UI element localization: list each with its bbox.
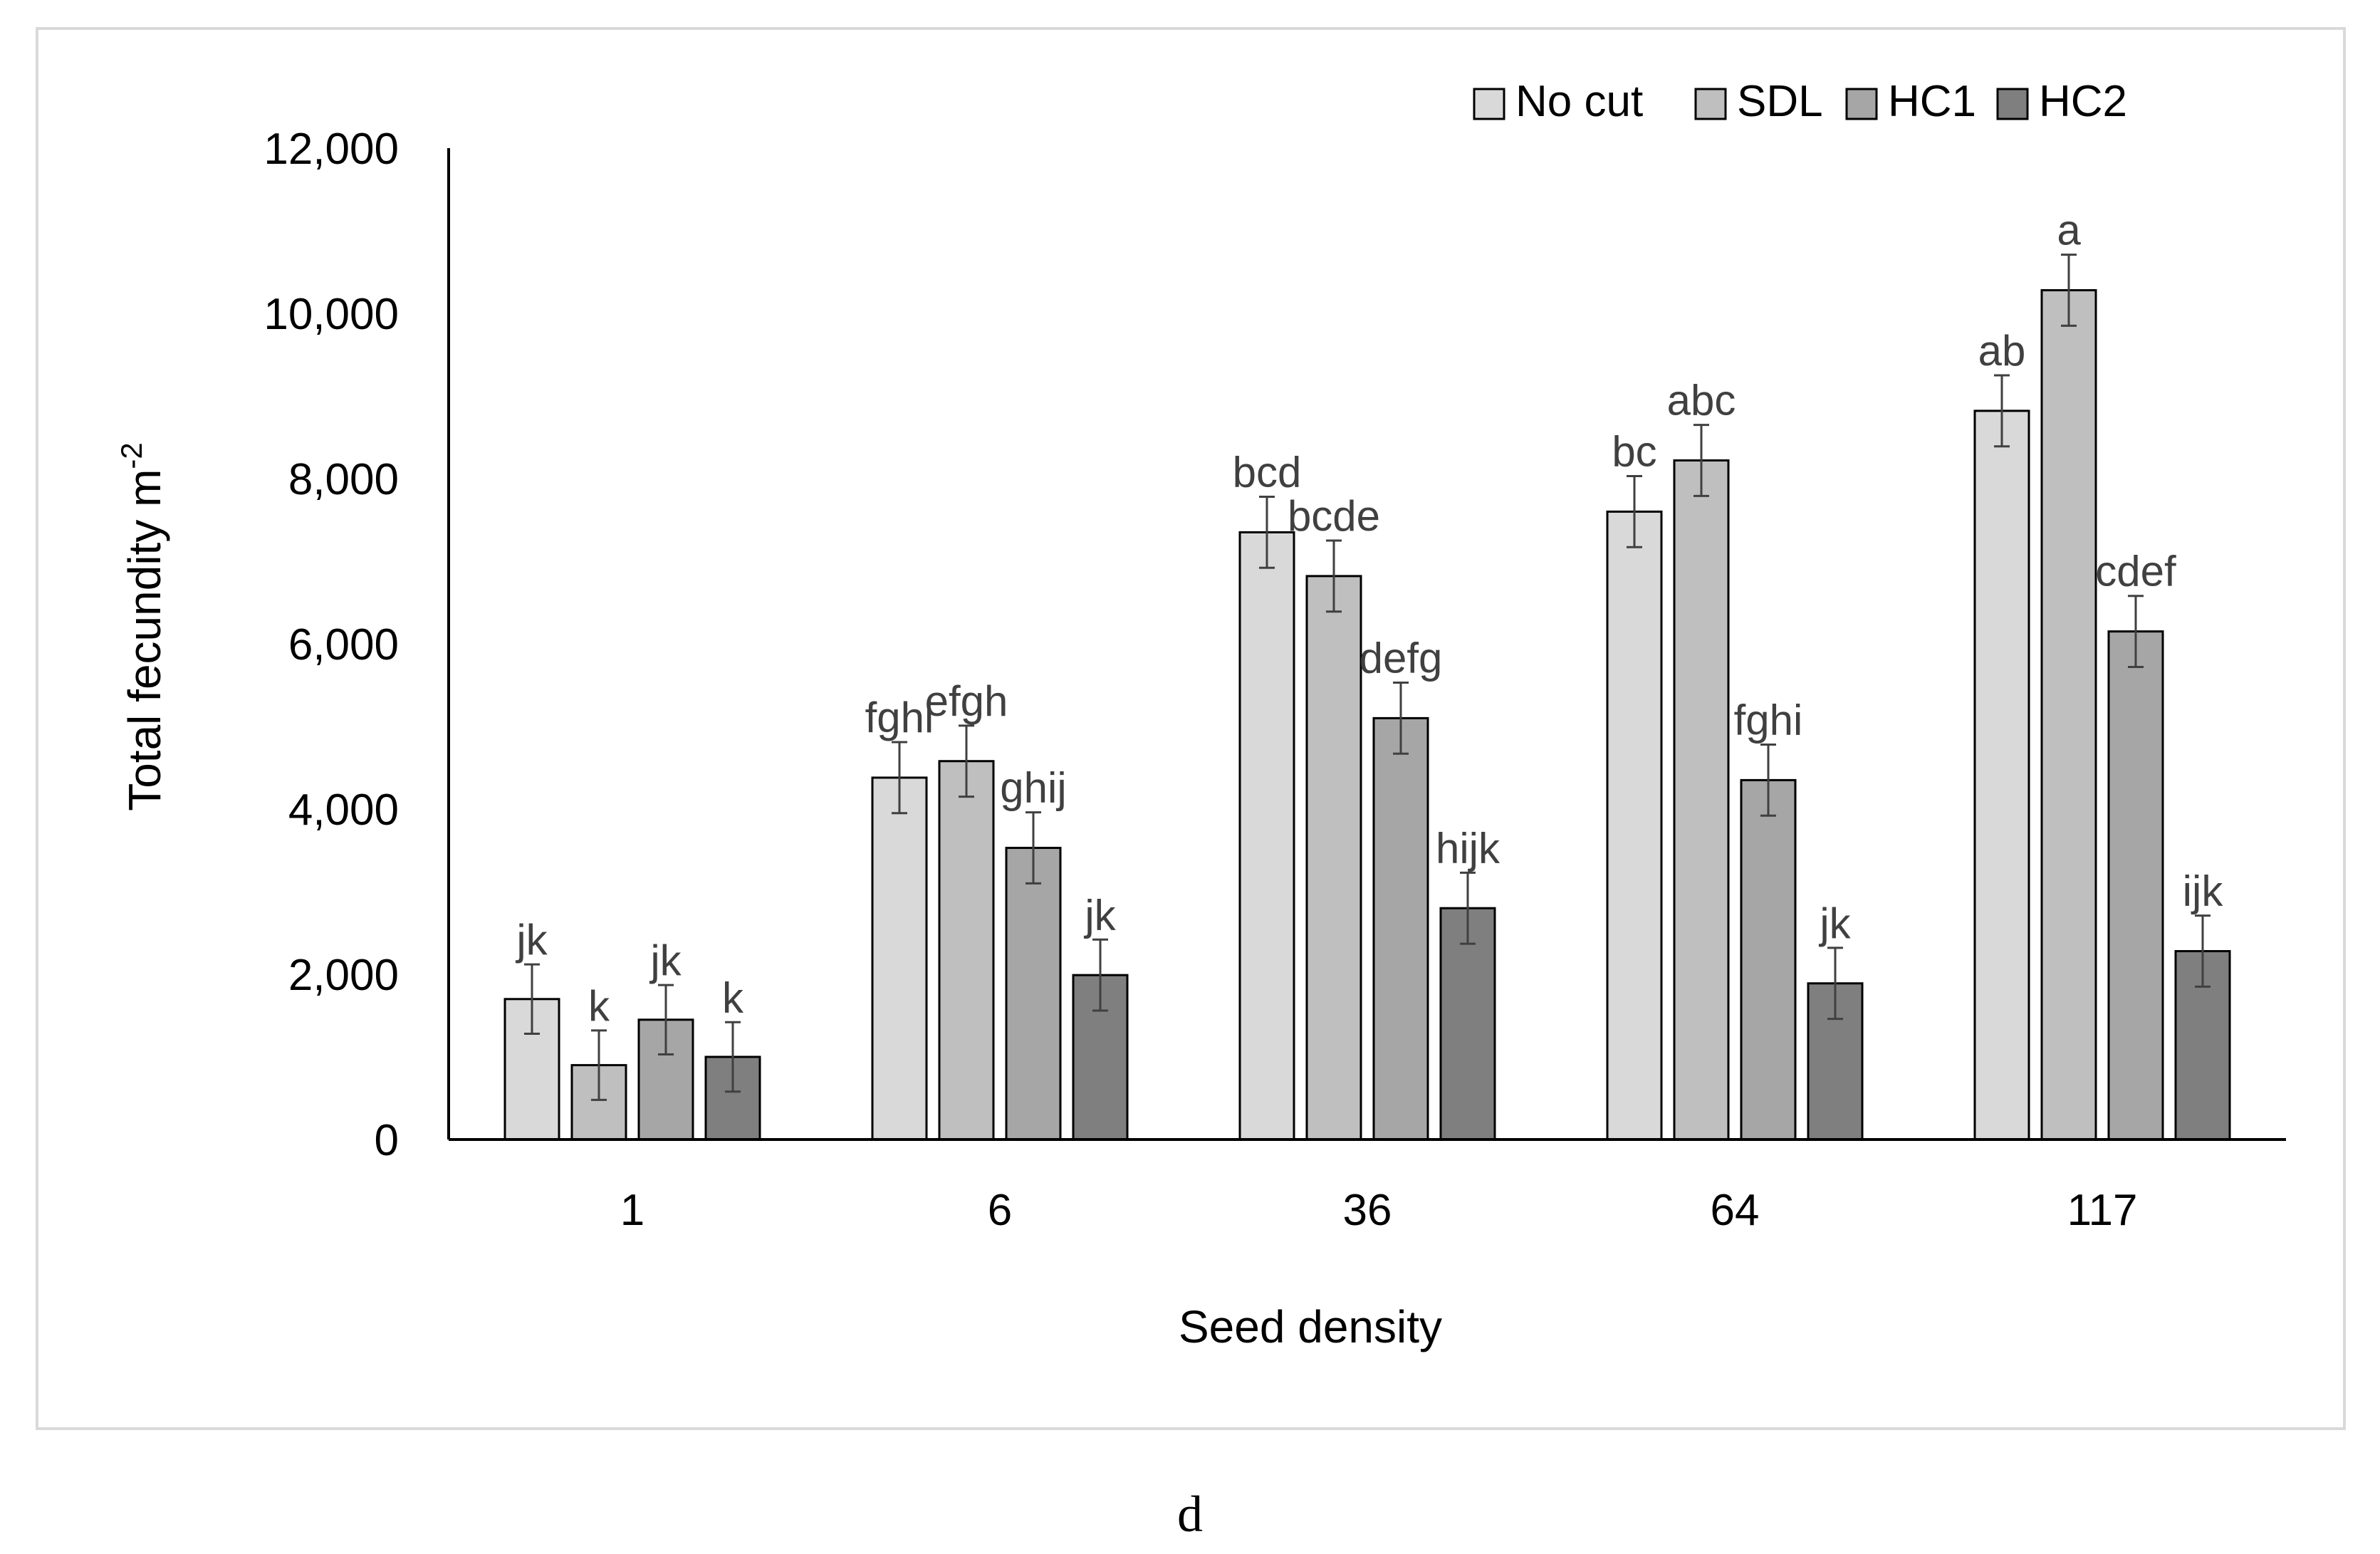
y-tick-label: 10,000 <box>263 290 399 339</box>
y-tick-label: 12,000 <box>263 125 399 174</box>
y-tick-labels: 0 2,000 4,000 6,000 8,000 10,000 12,000 <box>263 125 399 1165</box>
bar-hc1-36 <box>1372 716 1429 1141</box>
x-tick-label: 1 <box>620 1186 644 1235</box>
y-tick-label: 6,000 <box>288 620 399 669</box>
significance-letter: bcd <box>1233 449 1302 496</box>
x-tick-label: 6 <box>988 1186 1012 1235</box>
bar-no-cut-6 <box>871 776 928 1141</box>
x-tick-label: 117 <box>2067 1186 2138 1235</box>
significance-letter: k <box>722 974 744 1021</box>
y-tick-label: 8,000 <box>288 455 399 504</box>
chart-frame <box>36 27 2346 1430</box>
significance-letter: a <box>2057 207 2081 254</box>
y-axis-title: Total fecundity m-2 <box>115 442 170 811</box>
bar-sdl-36 <box>1305 575 1362 1141</box>
significance-letter: jk <box>1818 899 1851 947</box>
significance-letter: jk <box>1083 891 1116 939</box>
significance-letter: bcde <box>1288 492 1380 540</box>
x-tick-label: 36 <box>1343 1186 1392 1235</box>
legend-swatch <box>1996 88 2029 120</box>
axes-layer <box>447 148 2286 1141</box>
x-tick-label: 64 <box>1711 1186 1760 1235</box>
y-tick-label: 4,000 <box>288 786 399 835</box>
significance-letter: abc <box>1667 377 1736 424</box>
legend-swatch <box>1694 88 1727 120</box>
significance-letter: jk <box>649 937 682 984</box>
legend-label: HC1 <box>1888 77 1976 126</box>
bar-sdl-6 <box>938 760 995 1141</box>
significance-letter: defg <box>1359 635 1443 682</box>
significance-letter: cdef <box>2095 548 2176 595</box>
y-axis-title-superscript: -2 <box>115 442 148 469</box>
x-tick-labels: 1 6 36 64 117 <box>620 1186 2138 1235</box>
legend-swatch <box>1845 88 1878 120</box>
significance-letter: fghi <box>865 694 934 741</box>
y-axis-title-text: Total fecundity m <box>119 469 170 811</box>
error-bars-layer <box>524 254 2211 1101</box>
significance-letter: ijk <box>2183 867 2224 915</box>
significance-letter: k <box>588 982 610 1030</box>
significance-letter: fghi <box>1734 697 1803 744</box>
significance-letter: hijk <box>1436 824 1500 872</box>
significance-letter: jk <box>515 916 548 964</box>
bar-sdl-117 <box>2040 289 2097 1141</box>
bar-hc1-64 <box>1740 778 1797 1141</box>
significance-letters-layer: jkkjkkfghiefghghijjkbcdbcdedefghijkbcabc… <box>515 207 2223 1030</box>
significance-letter: efgh <box>925 677 1008 725</box>
legend-label: No cut <box>1515 77 1643 126</box>
bar-no-cut-64 <box>1606 510 1663 1141</box>
bar-hc1-117 <box>2107 630 2164 1141</box>
y-tick-label: 0 <box>375 1116 399 1165</box>
bar-hc1-1 <box>637 1018 694 1141</box>
significance-letter: ghij <box>1000 764 1066 812</box>
y-tick-label: 2,000 <box>288 951 399 1000</box>
bar-sdl-64 <box>1673 459 1730 1141</box>
bar-no-cut-117 <box>1973 410 2030 1141</box>
x-axis-title: Seed density <box>1179 1301 1442 1352</box>
significance-letter: ab <box>1978 327 2026 375</box>
legend-swatch <box>1473 88 1505 120</box>
legend: No cut SDL HC1 HC2 <box>1473 77 2127 126</box>
legend-label: SDL <box>1737 77 1823 126</box>
bars-layer <box>503 289 2231 1141</box>
bar-no-cut-36 <box>1238 531 1295 1141</box>
significance-letter: bc <box>1612 428 1656 476</box>
panel-label: d <box>1177 1486 1203 1543</box>
bar-hc1-6 <box>1005 847 1062 1141</box>
legend-label: HC2 <box>2039 77 2127 126</box>
